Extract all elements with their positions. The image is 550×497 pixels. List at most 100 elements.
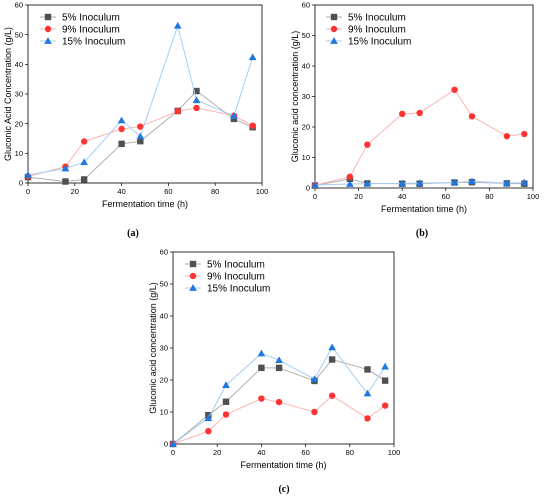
x-tick-label: 40 [257, 448, 265, 457]
data-point [381, 362, 389, 370]
data-point [468, 113, 476, 120]
y-tick-label: 50 [302, 31, 310, 40]
data-point [137, 137, 144, 145]
data-point [364, 415, 371, 422]
x-tick-label: 0 [26, 187, 30, 196]
x-tick-label: 20 [213, 448, 221, 457]
panel-caption: (a) [127, 228, 139, 239]
legend-entry: 9% Inoculum [207, 272, 265, 283]
y-tick-label: 40 [160, 312, 168, 321]
data-point [257, 349, 266, 357]
y-tick-label: 0 [164, 440, 168, 449]
x-tick-label: 60 [442, 192, 450, 201]
series-line [314, 89, 525, 186]
legend-entry: 5% Inoculum [207, 260, 265, 271]
series-3 [169, 343, 389, 447]
data-point [381, 377, 389, 384]
data-point [311, 181, 319, 188]
data-point [258, 395, 265, 402]
x-tick-label: 20 [354, 192, 362, 201]
data-point [346, 180, 354, 187]
x-tick-label: 0 [171, 448, 175, 457]
data-point [363, 179, 372, 187]
legend-marker [189, 272, 197, 280]
data-point [415, 179, 424, 186]
data-point [222, 398, 230, 405]
data-point [118, 125, 125, 133]
legend-marker [330, 37, 338, 44]
y-axis-title: Gluconic acid concentration (g/L) [290, 31, 300, 163]
data-point [192, 96, 201, 104]
y-tick-label: 30 [302, 92, 310, 101]
legend-marker [44, 13, 52, 21]
x-tick-label: 0 [313, 192, 317, 201]
y-tick-label: 20 [302, 123, 310, 132]
legend-entry: 9% Inoculum [62, 25, 120, 36]
data-point [363, 389, 372, 397]
x-tick-label: 20 [71, 187, 79, 196]
data-point [62, 178, 69, 185]
y-tick-label: 60 [15, 1, 23, 10]
x-tick-label: 100 [256, 187, 269, 196]
data-point [275, 364, 283, 372]
panel-caption: (b) [416, 228, 428, 239]
y-tick-label: 10 [160, 408, 168, 417]
x-axis-title: Fermentation time (h) [102, 199, 188, 209]
chart-panel-3: 0 20 40 60 80 100 0 10 20 30 40 50 60 Fermentation ti… [148, 248, 400, 495]
data-point [450, 178, 459, 186]
y-tick-label: 50 [160, 280, 168, 289]
data-point [503, 132, 511, 140]
data-point [222, 381, 230, 388]
data-point [193, 87, 200, 95]
data-point [468, 177, 476, 185]
data-point [193, 104, 200, 112]
data-point [275, 398, 283, 406]
data-point [173, 21, 182, 29]
x-tick-label: 60 [164, 187, 172, 196]
legend-entry: 5% Inoculum [62, 13, 120, 24]
data-point [24, 171, 32, 178]
y-tick-label: 0 [306, 184, 310, 193]
x-axis-title: Fermentation time (h) [381, 204, 467, 214]
y-tick-label: 40 [302, 62, 310, 71]
data-point [137, 123, 144, 130]
series-3 [311, 177, 529, 188]
legend-marker [44, 37, 52, 44]
series-2 [24, 104, 256, 180]
chart-panel-1: 0 20 40 60 80 100 0 10 20 30 40 50 60 Fermentation ti… [3, 1, 268, 239]
x-tick-label: 80 [346, 448, 354, 457]
x-tick-label: 60 [301, 448, 309, 457]
data-point [311, 408, 318, 416]
x-axis-title: Fermentation time (h) [240, 460, 326, 470]
y-axis-title: Gluconic Acid Concentration (g/L) [3, 27, 13, 161]
x-tick-label: 100 [527, 192, 540, 201]
data-point [328, 356, 336, 363]
y-tick-label: 20 [15, 119, 23, 128]
data-point [80, 138, 88, 145]
data-point [451, 86, 458, 93]
y-tick-label: 40 [15, 60, 23, 69]
series-line [27, 23, 254, 176]
legend-entry: 5% Inoculum [348, 13, 406, 24]
legend-marker [44, 25, 52, 33]
y-tick-label: 50 [15, 30, 23, 39]
y-tick-label: 60 [302, 1, 310, 10]
data-point [230, 115, 238, 123]
legend-marker [189, 260, 197, 268]
data-point [205, 428, 212, 435]
data-point [503, 179, 511, 186]
data-point [248, 53, 257, 61]
y-tick-label: 10 [302, 153, 310, 162]
legend-marker [189, 284, 197, 291]
data-point [521, 130, 528, 138]
data-point [136, 132, 145, 140]
chart-panel-2: 0 20 40 60 80 100 0 10 20 30 40 50 60 Fermentation ti… [290, 1, 539, 239]
data-point [310, 375, 319, 382]
y-axis-title: Gluconic acid concentration (g/L) [148, 282, 158, 414]
y-tick-label: 60 [160, 248, 168, 257]
x-tick-label: 80 [485, 192, 493, 201]
data-point [80, 176, 88, 183]
